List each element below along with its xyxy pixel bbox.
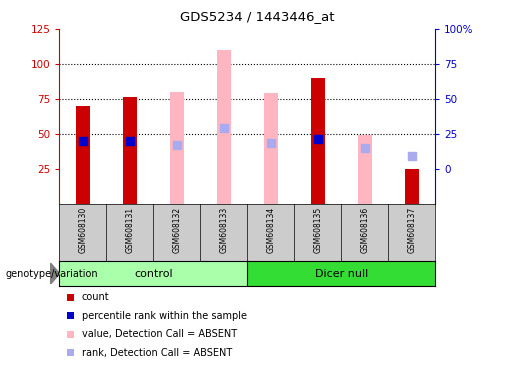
Bar (357, 135, 372, 204)
Point (267, 140, 275, 146)
Text: rank, Detection Call = ABSENT: rank, Detection Call = ABSENT (81, 348, 232, 358)
Text: GSM608137: GSM608137 (407, 207, 416, 253)
Bar (264, 93, 278, 204)
Text: count: count (81, 292, 109, 302)
Text: GDS5234 / 1443446_at: GDS5234 / 1443446_at (180, 10, 335, 23)
Text: GSM608130: GSM608130 (78, 207, 87, 253)
Bar (405, 169, 419, 204)
Point (126, 137, 134, 144)
Point (314, 136, 322, 142)
Text: percentile rank within the sample: percentile rank within the sample (81, 311, 247, 321)
Bar (311, 78, 325, 204)
Text: GSM608136: GSM608136 (360, 207, 369, 253)
Text: GSM608135: GSM608135 (313, 207, 322, 253)
Bar (76, 106, 90, 204)
Text: value, Detection Call = ABSENT: value, Detection Call = ABSENT (81, 329, 237, 339)
Bar (123, 97, 137, 204)
Text: GSM608134: GSM608134 (266, 207, 275, 253)
Point (407, 153, 416, 159)
Bar (169, 92, 184, 204)
Point (173, 142, 181, 148)
Point (360, 144, 369, 151)
Point (219, 125, 228, 131)
Bar (217, 50, 231, 204)
Point (79, 137, 87, 144)
Text: GSM608132: GSM608132 (172, 207, 181, 253)
Bar (247, 261, 435, 286)
Text: Dicer null: Dicer null (315, 268, 368, 279)
Polygon shape (50, 263, 60, 284)
Text: genotype/variation: genotype/variation (5, 268, 98, 279)
Text: GSM608133: GSM608133 (219, 207, 228, 253)
Text: GSM608131: GSM608131 (125, 207, 134, 253)
Bar (59, 261, 247, 286)
Text: control: control (134, 268, 173, 279)
